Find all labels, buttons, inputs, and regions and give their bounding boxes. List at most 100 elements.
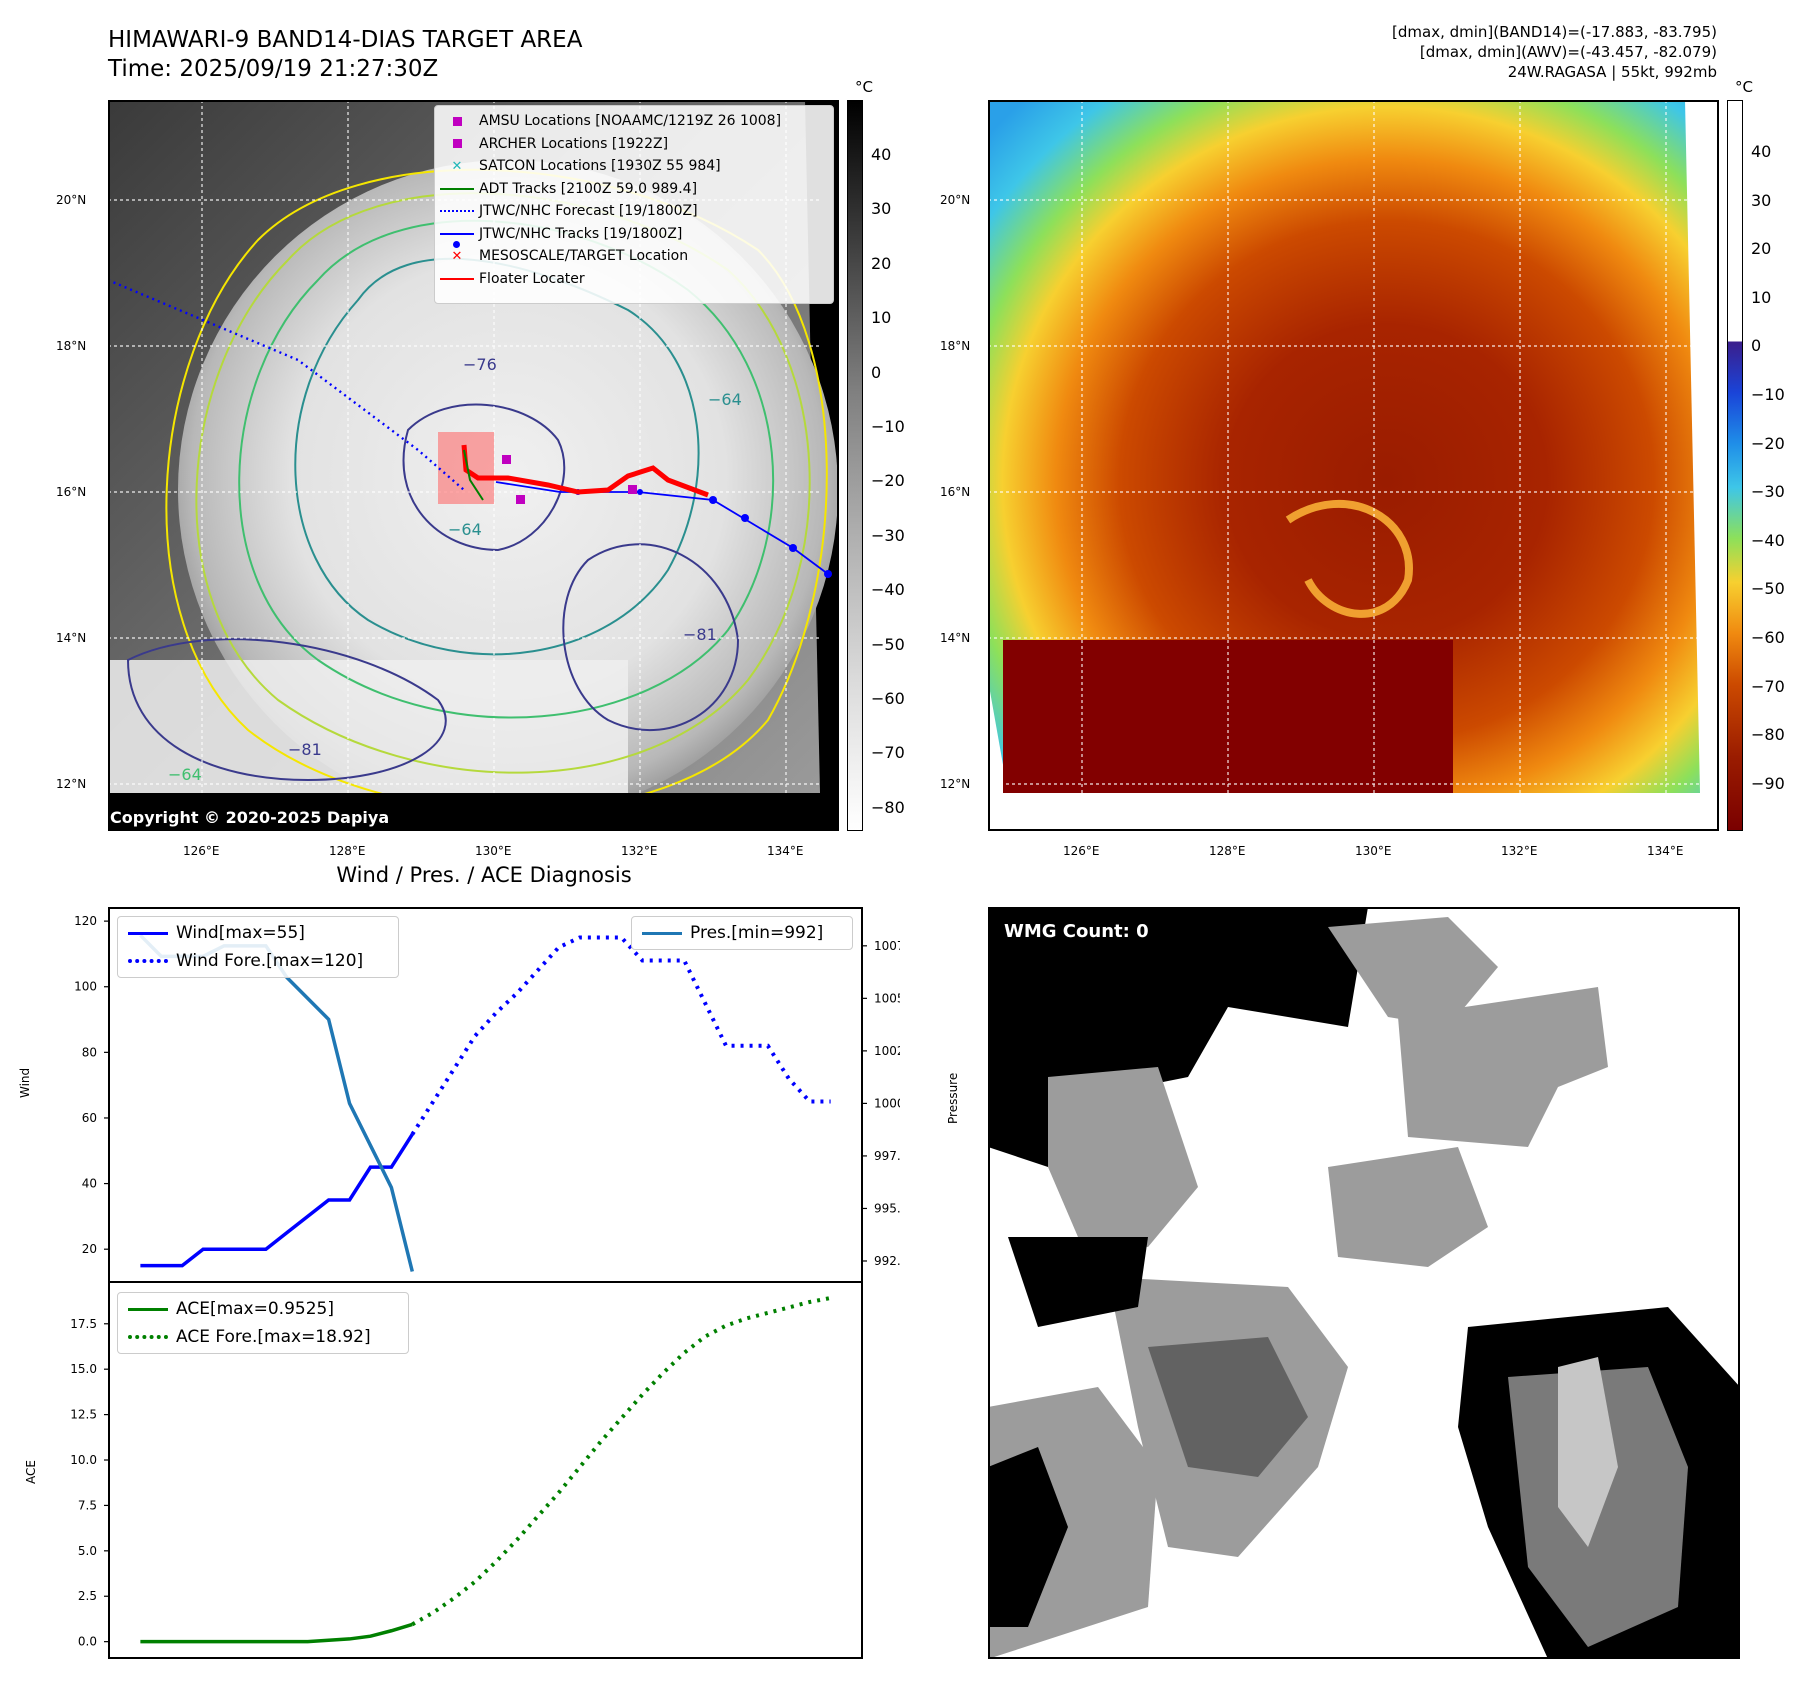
awv-map-image <box>988 100 1719 831</box>
wind-tick-label: 20 <box>82 1242 97 1256</box>
colorbar-tick-label: 0 <box>1751 336 1762 356</box>
colorbar-tick-label: −80 <box>1751 725 1785 745</box>
lon-label: 132°E <box>621 844 658 858</box>
pressure-tick-label: 1007.5 <box>874 939 900 953</box>
colorbar-tick-label: −70 <box>871 743 905 763</box>
legend-item-archer: ARCHER Locations [1922Z] <box>435 133 833 156</box>
wind-legend: Wind[max=55] Wind Fore.[max=120] <box>117 916 399 978</box>
legend-item-wind: Wind[max=55] <box>118 919 398 947</box>
legend-item-ace: ACE[max=0.9525] <box>118 1295 408 1323</box>
lat-label: 14°N <box>56 631 87 645</box>
contour-label: −76 <box>463 355 497 374</box>
wind-tick-label: 60 <box>82 1111 97 1125</box>
colorbar-tick-label: 40 <box>871 145 892 164</box>
figure-time: Time: 2025/09/19 21:27:30Z <box>108 56 439 82</box>
legend-item-ace-fore: ACE Fore.[max=18.92] <box>118 1323 408 1351</box>
contour-label: −64 <box>708 390 742 409</box>
copyright-text: Copyright © 2020-2025 Dapiya <box>110 808 390 827</box>
colorbar-tick-label: −40 <box>1751 530 1785 550</box>
wind-tick-label: 120 <box>74 914 97 928</box>
ir-map-legend: AMSU Locations [NOAAMC/1219Z 26 1008] AR… <box>434 105 834 304</box>
lat-label: 18°N <box>940 339 971 353</box>
ir-map-panel: Copyright © 2020-2025 Dapiya AMSU Locati… <box>108 100 839 831</box>
lat-label: 18°N <box>56 339 87 353</box>
wmg-image <box>988 907 1740 1659</box>
colorbar-tick-label: 40 <box>1751 142 1772 161</box>
ace-legend: ACE[max=0.9525] ACE Fore.[max=18.92] <box>117 1292 409 1354</box>
legend-item-floater: Floater Locater <box>435 268 833 291</box>
wmg-frame <box>988 907 1740 1659</box>
lat-label: 16°N <box>940 485 971 499</box>
pressure-tick-label: 992.5 <box>874 1254 900 1268</box>
pressure-axis-label: Pressure <box>946 1072 960 1124</box>
band14-range-text: [dmax, dmin](BAND14)=(-17.883, -83.795) <box>1392 23 1717 41</box>
lat-label: 20°N <box>940 193 971 207</box>
legend-label: Wind Fore.[max=120] <box>176 951 364 971</box>
colorbar-tick-label: 30 <box>1751 190 1772 210</box>
ace-tick-label: 15.0 <box>70 1362 97 1376</box>
colorbar-tick-label: −70 <box>1751 676 1785 696</box>
colorbar-tick-label: 20 <box>871 253 892 273</box>
legend-label: Wind[max=55] <box>176 923 305 943</box>
ace-tick-label: 0.0 <box>78 1635 97 1649</box>
lon-label: 128°E <box>1209 844 1246 858</box>
pressure-tick-label: 995.0 <box>874 1201 900 1215</box>
diagnosis-chart: 120 100 80 60 40 20 1007.5 1005.0 1002.5 1000.0 99… <box>70 907 900 1659</box>
legend-label: ADT Tracks [2100Z 59.0 989.4] <box>479 180 698 197</box>
contour-label: −64 <box>168 765 202 784</box>
colorbar-tick-label: 0 <box>871 362 882 382</box>
legend-item-tracks: JTWC/NHC Tracks [19/1800Z] <box>435 223 833 248</box>
awv-colorbar <box>1727 100 1743 831</box>
line-marker-icon <box>128 931 168 935</box>
legend-label: JTWC/NHC Forecast [19/1800Z] <box>479 203 698 220</box>
colorbar-tick-label: 10 <box>1751 287 1772 307</box>
lon-label: 134°E <box>767 844 804 858</box>
awv-map-panel <box>988 100 1719 831</box>
legend-item-amsu: AMSU Locations [NOAAMC/1219Z 26 1008] <box>435 110 833 133</box>
legend-label: MESOSCALE/TARGET Location <box>479 248 689 265</box>
colorbar-tick-label: −20 <box>871 471 905 491</box>
line-dot-icon <box>440 232 474 235</box>
wind-tick-label: 80 <box>82 1045 97 1059</box>
ace-tick-label: 2.5 <box>78 1589 97 1603</box>
square-marker-icon <box>452 116 462 126</box>
lat-label: 12°N <box>940 777 971 791</box>
colorbar-tick-label: −40 <box>871 580 905 600</box>
line-marker-icon <box>128 1307 168 1311</box>
colorbar-tick-label: −30 <box>871 525 905 545</box>
awv-range-text: [dmax, dmin](AWV)=(-43.457, -82.079) <box>1419 43 1717 61</box>
diagnosis-title: Wind / Pres. / ACE Diagnosis <box>336 863 632 887</box>
ace-tick-label: 17.5 <box>70 1317 97 1331</box>
ace-tick-label: 12.5 <box>70 1408 97 1422</box>
pressure-tick-label: 1002.5 <box>874 1044 900 1058</box>
lat-label: 20°N <box>56 193 87 207</box>
dotted-line-icon <box>128 1335 168 1339</box>
colorbar-tick-label: 30 <box>871 199 892 219</box>
pressure-legend: Pres.[min=992] <box>631 916 853 950</box>
legend-label: Floater Locater <box>479 270 585 287</box>
lat-label: 12°N <box>56 777 87 791</box>
colorbar-tick-label: −80 <box>871 797 905 817</box>
legend-label: ACE[max=0.9525] <box>176 1299 334 1319</box>
ace-line <box>140 1622 413 1644</box>
colorbar-tick-label: 10 <box>871 308 892 328</box>
lat-label: 14°N <box>940 631 971 645</box>
pressure-tick-label: 1005.0 <box>874 991 900 1005</box>
colorbar-tick-label: −60 <box>1751 628 1785 647</box>
wind-tick-label: 40 <box>82 1177 97 1191</box>
pressure-tick-label: 997.5 <box>874 1149 900 1163</box>
line-marker-icon <box>642 931 682 935</box>
wind-tick-label: 100 <box>74 980 97 994</box>
line-marker-icon <box>440 277 474 280</box>
ir-colorbar-unit: °C <box>855 78 873 96</box>
awv-map-frame <box>988 100 1719 831</box>
legend-label: SATCON Locations [1930Z 55 984] <box>479 158 721 175</box>
contour-label: −64 <box>448 520 482 539</box>
colorbar-tick-label: −10 <box>871 417 905 436</box>
storm-info-text: 24W.RAGASA | 55kt, 992mb <box>1507 63 1717 81</box>
ace-tick-label: 10.0 <box>70 1453 97 1467</box>
legend-item-forecast: JTWC/NHC Forecast [19/1800Z] <box>435 200 833 223</box>
lon-label: 126°E <box>1063 844 1100 858</box>
ace-axis-label: ACE <box>24 1460 38 1484</box>
pressure-line <box>139 934 414 1272</box>
